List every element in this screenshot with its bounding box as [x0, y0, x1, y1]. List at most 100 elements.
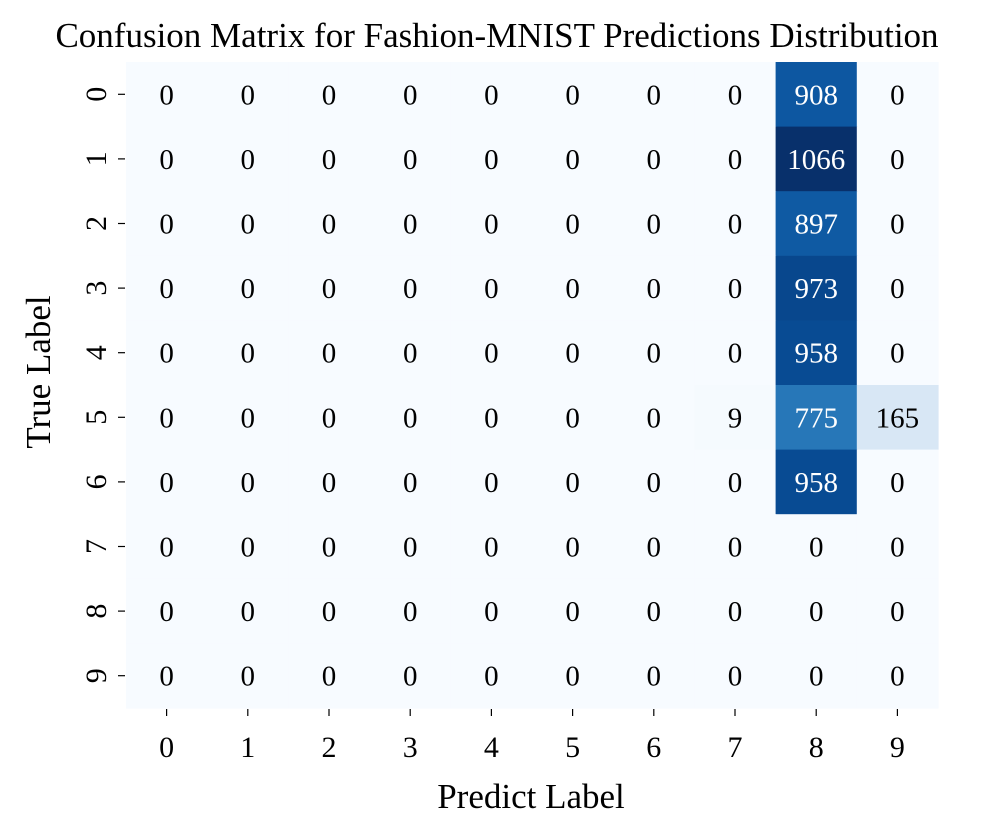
- heatmap-cell-3-5: [532, 255, 614, 321]
- heatmap-cell-6-6: [613, 449, 695, 515]
- cell-value-6-2: 0: [322, 467, 337, 499]
- cell-value-7-1: 0: [241, 532, 256, 564]
- cell-value-3-5: 0: [565, 273, 580, 305]
- cell-value-0-5: 0: [565, 79, 580, 111]
- cell-value-0-3: 0: [403, 79, 418, 111]
- heatmap-cell-2-0: [126, 191, 208, 257]
- heatmap-cell-6-4: [450, 449, 533, 515]
- heatmap-cell-8-5: [532, 578, 614, 644]
- heatmap-cell-6-3: [369, 449, 452, 515]
- x-tick-label-3: 3: [403, 731, 418, 764]
- cell-value-9-9: 0: [890, 661, 905, 693]
- cell-value-4-1: 0: [241, 338, 256, 370]
- heatmap-cell-3-7: [694, 255, 777, 321]
- heatmap-cell-7-4: [450, 514, 533, 580]
- cell-value-3-6: 0: [647, 273, 662, 305]
- heatmap-cells: [126, 62, 939, 709]
- heatmap-cell-5-7: [694, 385, 777, 451]
- heatmap-cell-8-3: [369, 578, 452, 644]
- heatmap-cell-2-5: [532, 191, 614, 257]
- heatmap-cell-0-0: [126, 62, 208, 128]
- heatmap-cell-6-8: [775, 449, 858, 515]
- cell-value-5-2: 0: [322, 402, 337, 434]
- cell-value-1-0: 0: [159, 144, 174, 176]
- cell-value-7-3: 0: [403, 532, 418, 564]
- heatmap-cell-8-7: [694, 578, 777, 644]
- cell-value-7-5: 0: [565, 532, 580, 564]
- y-tick-label-7: 7: [80, 539, 113, 554]
- heatmap-cell-0-1: [207, 62, 289, 128]
- heatmap-cell-0-7: [694, 62, 777, 128]
- cell-value-4-3: 0: [403, 338, 418, 370]
- cell-value-3-7: 0: [728, 273, 743, 305]
- cell-value-9-4: 0: [484, 661, 499, 693]
- heatmap-cell-2-2: [288, 191, 371, 257]
- cell-value-3-4: 0: [484, 273, 499, 305]
- y-tick-label-5: 5: [80, 410, 113, 425]
- heatmap-cell-1-8: [775, 126, 858, 192]
- x-tick-label-0: 0: [159, 731, 174, 764]
- heatmap-cell-9-7: [694, 643, 777, 709]
- heatmap-cell-2-6: [613, 191, 695, 257]
- heatmap-cell-0-5: [532, 62, 614, 128]
- heatmap-cell-3-2: [288, 255, 371, 321]
- cell-value-6-7: 0: [728, 467, 743, 499]
- heatmap-cell-1-4: [450, 126, 533, 192]
- y-tick-label-4: 4: [80, 345, 113, 360]
- heatmap-cell-6-1: [207, 449, 289, 515]
- heatmap-cell-0-3: [369, 62, 452, 128]
- heatmap-cell-1-0: [126, 126, 208, 192]
- chart-title: Confusion Matrix for Fashion-MNIST Predi…: [55, 16, 938, 55]
- cell-value-5-1: 0: [241, 402, 256, 434]
- cell-value-9-6: 0: [647, 661, 662, 693]
- cell-value-9-2: 0: [322, 661, 337, 693]
- heatmap-cell-1-1: [207, 126, 289, 192]
- heatmap-cell-1-3: [369, 126, 452, 192]
- cell-value-8-8: 0: [809, 596, 824, 628]
- heatmap-cell-5-8: [775, 385, 858, 451]
- x-tick-label-8: 8: [809, 731, 824, 764]
- cell-value-0-0: 0: [159, 79, 174, 111]
- x-tick-label-5: 5: [565, 731, 580, 764]
- cell-value-5-7: 9: [728, 402, 743, 434]
- cell-value-0-2: 0: [322, 79, 337, 111]
- cell-value-2-8: 897: [794, 209, 838, 241]
- heatmap-cell-6-5: [532, 449, 614, 515]
- cell-value-2-7: 0: [728, 209, 743, 241]
- cell-value-6-9: 0: [890, 467, 905, 499]
- cell-value-9-0: 0: [159, 661, 174, 693]
- cell-value-6-3: 0: [403, 467, 418, 499]
- cell-value-9-1: 0: [241, 661, 256, 693]
- cell-value-9-8: 0: [809, 661, 824, 693]
- x-axis-ticks: 0 1 2 3 4 5 6 7 8 9: [159, 709, 905, 764]
- heatmap-cell-3-6: [613, 255, 695, 321]
- cell-value-3-0: 0: [159, 273, 174, 305]
- heatmap-cell-4-3: [369, 320, 452, 386]
- cell-value-1-1: 0: [241, 144, 256, 176]
- heatmap-cell-6-2: [288, 449, 371, 515]
- cell-value-7-0: 0: [159, 532, 174, 564]
- heatmap-cell-7-5: [532, 514, 614, 580]
- heatmap-cell-4-4: [450, 320, 533, 386]
- cell-value-8-2: 0: [322, 596, 337, 628]
- cell-value-4-0: 0: [159, 338, 174, 370]
- cell-value-8-1: 0: [241, 596, 256, 628]
- heatmap-cell-4-0: [126, 320, 208, 386]
- heatmap-cell-7-9: [856, 514, 939, 580]
- heatmap-cell-1-5: [532, 126, 614, 192]
- heatmap-cell-4-8: [775, 320, 858, 386]
- cell-value-8-3: 0: [403, 596, 418, 628]
- cell-value-8-0: 0: [159, 596, 174, 628]
- cell-value-4-2: 0: [322, 338, 337, 370]
- cell-value-0-7: 0: [728, 79, 743, 111]
- cell-value-8-7: 0: [728, 596, 743, 628]
- x-tick-label-4: 4: [484, 731, 499, 764]
- heatmap-cell-1-9: [856, 126, 939, 192]
- heatmap-cell-7-3: [369, 514, 452, 580]
- cell-value-7-4: 0: [484, 532, 499, 564]
- cell-value-2-5: 0: [565, 209, 580, 241]
- heatmap-cell-6-9: [856, 449, 939, 515]
- heatmap-cell-9-0: [126, 643, 208, 709]
- y-tick-label-1: 1: [80, 151, 113, 166]
- heatmap-cell-9-4: [450, 643, 533, 709]
